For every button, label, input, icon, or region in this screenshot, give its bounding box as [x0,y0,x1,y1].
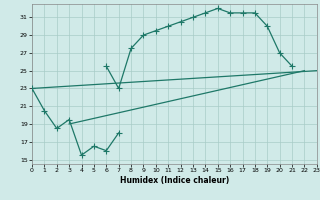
X-axis label: Humidex (Indice chaleur): Humidex (Indice chaleur) [120,176,229,185]
